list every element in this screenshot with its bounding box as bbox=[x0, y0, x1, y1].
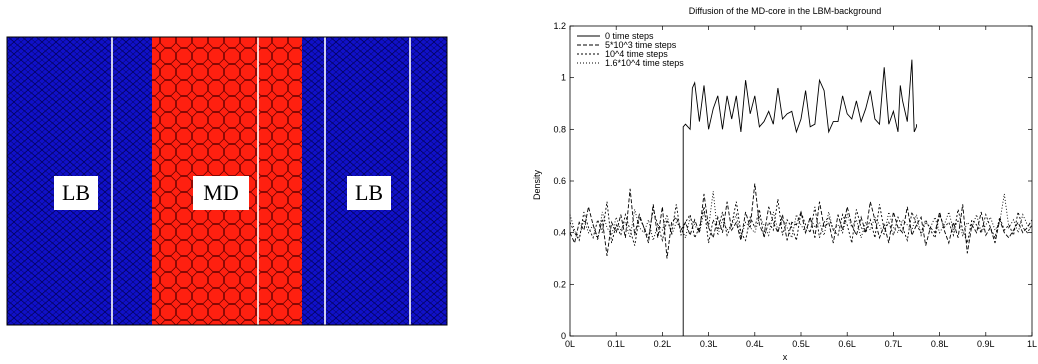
label-box-md: MD bbox=[193, 176, 249, 210]
series-line-4 bbox=[569, 191, 1033, 243]
axes: 0L 0.1L 0.2L 0.3L 0.4L 0.5L 0.6L 0.7L 0.8L 0.9L 1L… bbox=[553, 21, 1037, 349]
x-tick-label: 0.8L bbox=[931, 339, 949, 349]
x-tick-label: 0.7L bbox=[885, 339, 903, 349]
x-tick-label: 0.1L bbox=[607, 339, 625, 349]
y-tick-label: 0.2 bbox=[553, 279, 566, 289]
x-tick-label: 0L bbox=[565, 339, 575, 349]
region-label-lb-left: LB bbox=[62, 180, 90, 205]
density-chart: Diffusion of the MD-core in the LBM-back… bbox=[532, 6, 1037, 362]
region-label-md: MD bbox=[203, 180, 238, 205]
label-box-lb-left: LB bbox=[54, 176, 98, 210]
series-line-2 bbox=[569, 183, 1033, 259]
legend-label: 0 time steps bbox=[605, 31, 654, 41]
y-axis-label: Density bbox=[532, 169, 542, 200]
series-line-1 bbox=[682, 59, 917, 336]
series-line-3 bbox=[569, 199, 1033, 246]
legend-label: 5*10^3 time steps bbox=[605, 40, 677, 50]
x-tick-label: 0.5L bbox=[792, 339, 810, 349]
legend-label: 1.6*10^4 time steps bbox=[605, 58, 684, 68]
plot-frame bbox=[569, 25, 1033, 337]
overlap-boundaries bbox=[111, 37, 411, 325]
y-tick-label: 1 bbox=[561, 73, 566, 83]
legend-label: 10^4 time steps bbox=[605, 49, 668, 59]
domain-diagram: LB MD LB bbox=[6, 36, 448, 326]
y-tick-label: 0.6 bbox=[553, 176, 566, 186]
label-box-lb-right: LB bbox=[347, 176, 391, 210]
x-tick-label: 0.4L bbox=[746, 339, 764, 349]
x-tick-label: 0.9L bbox=[977, 339, 995, 349]
y-tick-label: 0.8 bbox=[553, 124, 566, 134]
x-tick-label: 0.6L bbox=[838, 339, 856, 349]
x-tick-label: 0.2L bbox=[654, 339, 672, 349]
y-tick-label: 0.4 bbox=[553, 228, 566, 238]
chart-title: Diffusion of the MD-core in the LBM-back… bbox=[689, 6, 881, 16]
y-tick-label: 1.2 bbox=[553, 21, 566, 31]
region-label-lb-right: LB bbox=[355, 180, 383, 205]
y-tick-label: 0 bbox=[561, 331, 566, 341]
x-tick-label: 1L bbox=[1027, 339, 1037, 349]
series-lines bbox=[569, 59, 1033, 336]
x-axis-label: x bbox=[783, 352, 788, 362]
x-tick-label: 0.3L bbox=[700, 339, 718, 349]
